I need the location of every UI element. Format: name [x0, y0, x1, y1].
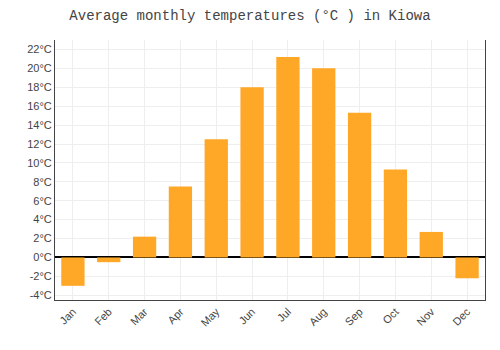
svg-text:Aug: Aug: [307, 306, 329, 328]
svg-text:2°C: 2°C: [33, 232, 52, 244]
svg-text:Nov: Nov: [414, 305, 437, 328]
svg-text:20°C: 20°C: [27, 62, 52, 74]
svg-text:Average monthly temperatures (: Average monthly temperatures (°C ) in Ki…: [69, 8, 430, 24]
svg-text:Oct: Oct: [380, 306, 401, 327]
svg-text:4°C: 4°C: [33, 213, 52, 225]
svg-text:Jul: Jul: [275, 306, 293, 324]
svg-text:May: May: [198, 305, 222, 329]
svg-text:Jan: Jan: [57, 306, 78, 327]
svg-text:22°C: 22°C: [27, 43, 52, 55]
svg-text:-4°C: -4°C: [30, 289, 52, 301]
svg-text:8°C: 8°C: [33, 176, 52, 188]
svg-text:12°C: 12°C: [27, 138, 52, 150]
svg-text:10°C: 10°C: [27, 157, 52, 169]
svg-text:Dec: Dec: [450, 305, 473, 328]
svg-text:0°C: 0°C: [33, 251, 52, 263]
svg-text:-2°C: -2°C: [30, 270, 52, 282]
svg-text:14°C: 14°C: [27, 119, 52, 131]
svg-text:Feb: Feb: [92, 306, 114, 328]
svg-text:16°C: 16°C: [27, 100, 52, 112]
svg-text:Apr: Apr: [165, 305, 186, 326]
svg-text:Jun: Jun: [236, 306, 257, 327]
svg-text:18°C: 18°C: [27, 81, 52, 93]
svg-text:Mar: Mar: [128, 305, 150, 327]
svg-text:Sep: Sep: [343, 306, 365, 328]
svg-text:6°C: 6°C: [33, 195, 52, 207]
